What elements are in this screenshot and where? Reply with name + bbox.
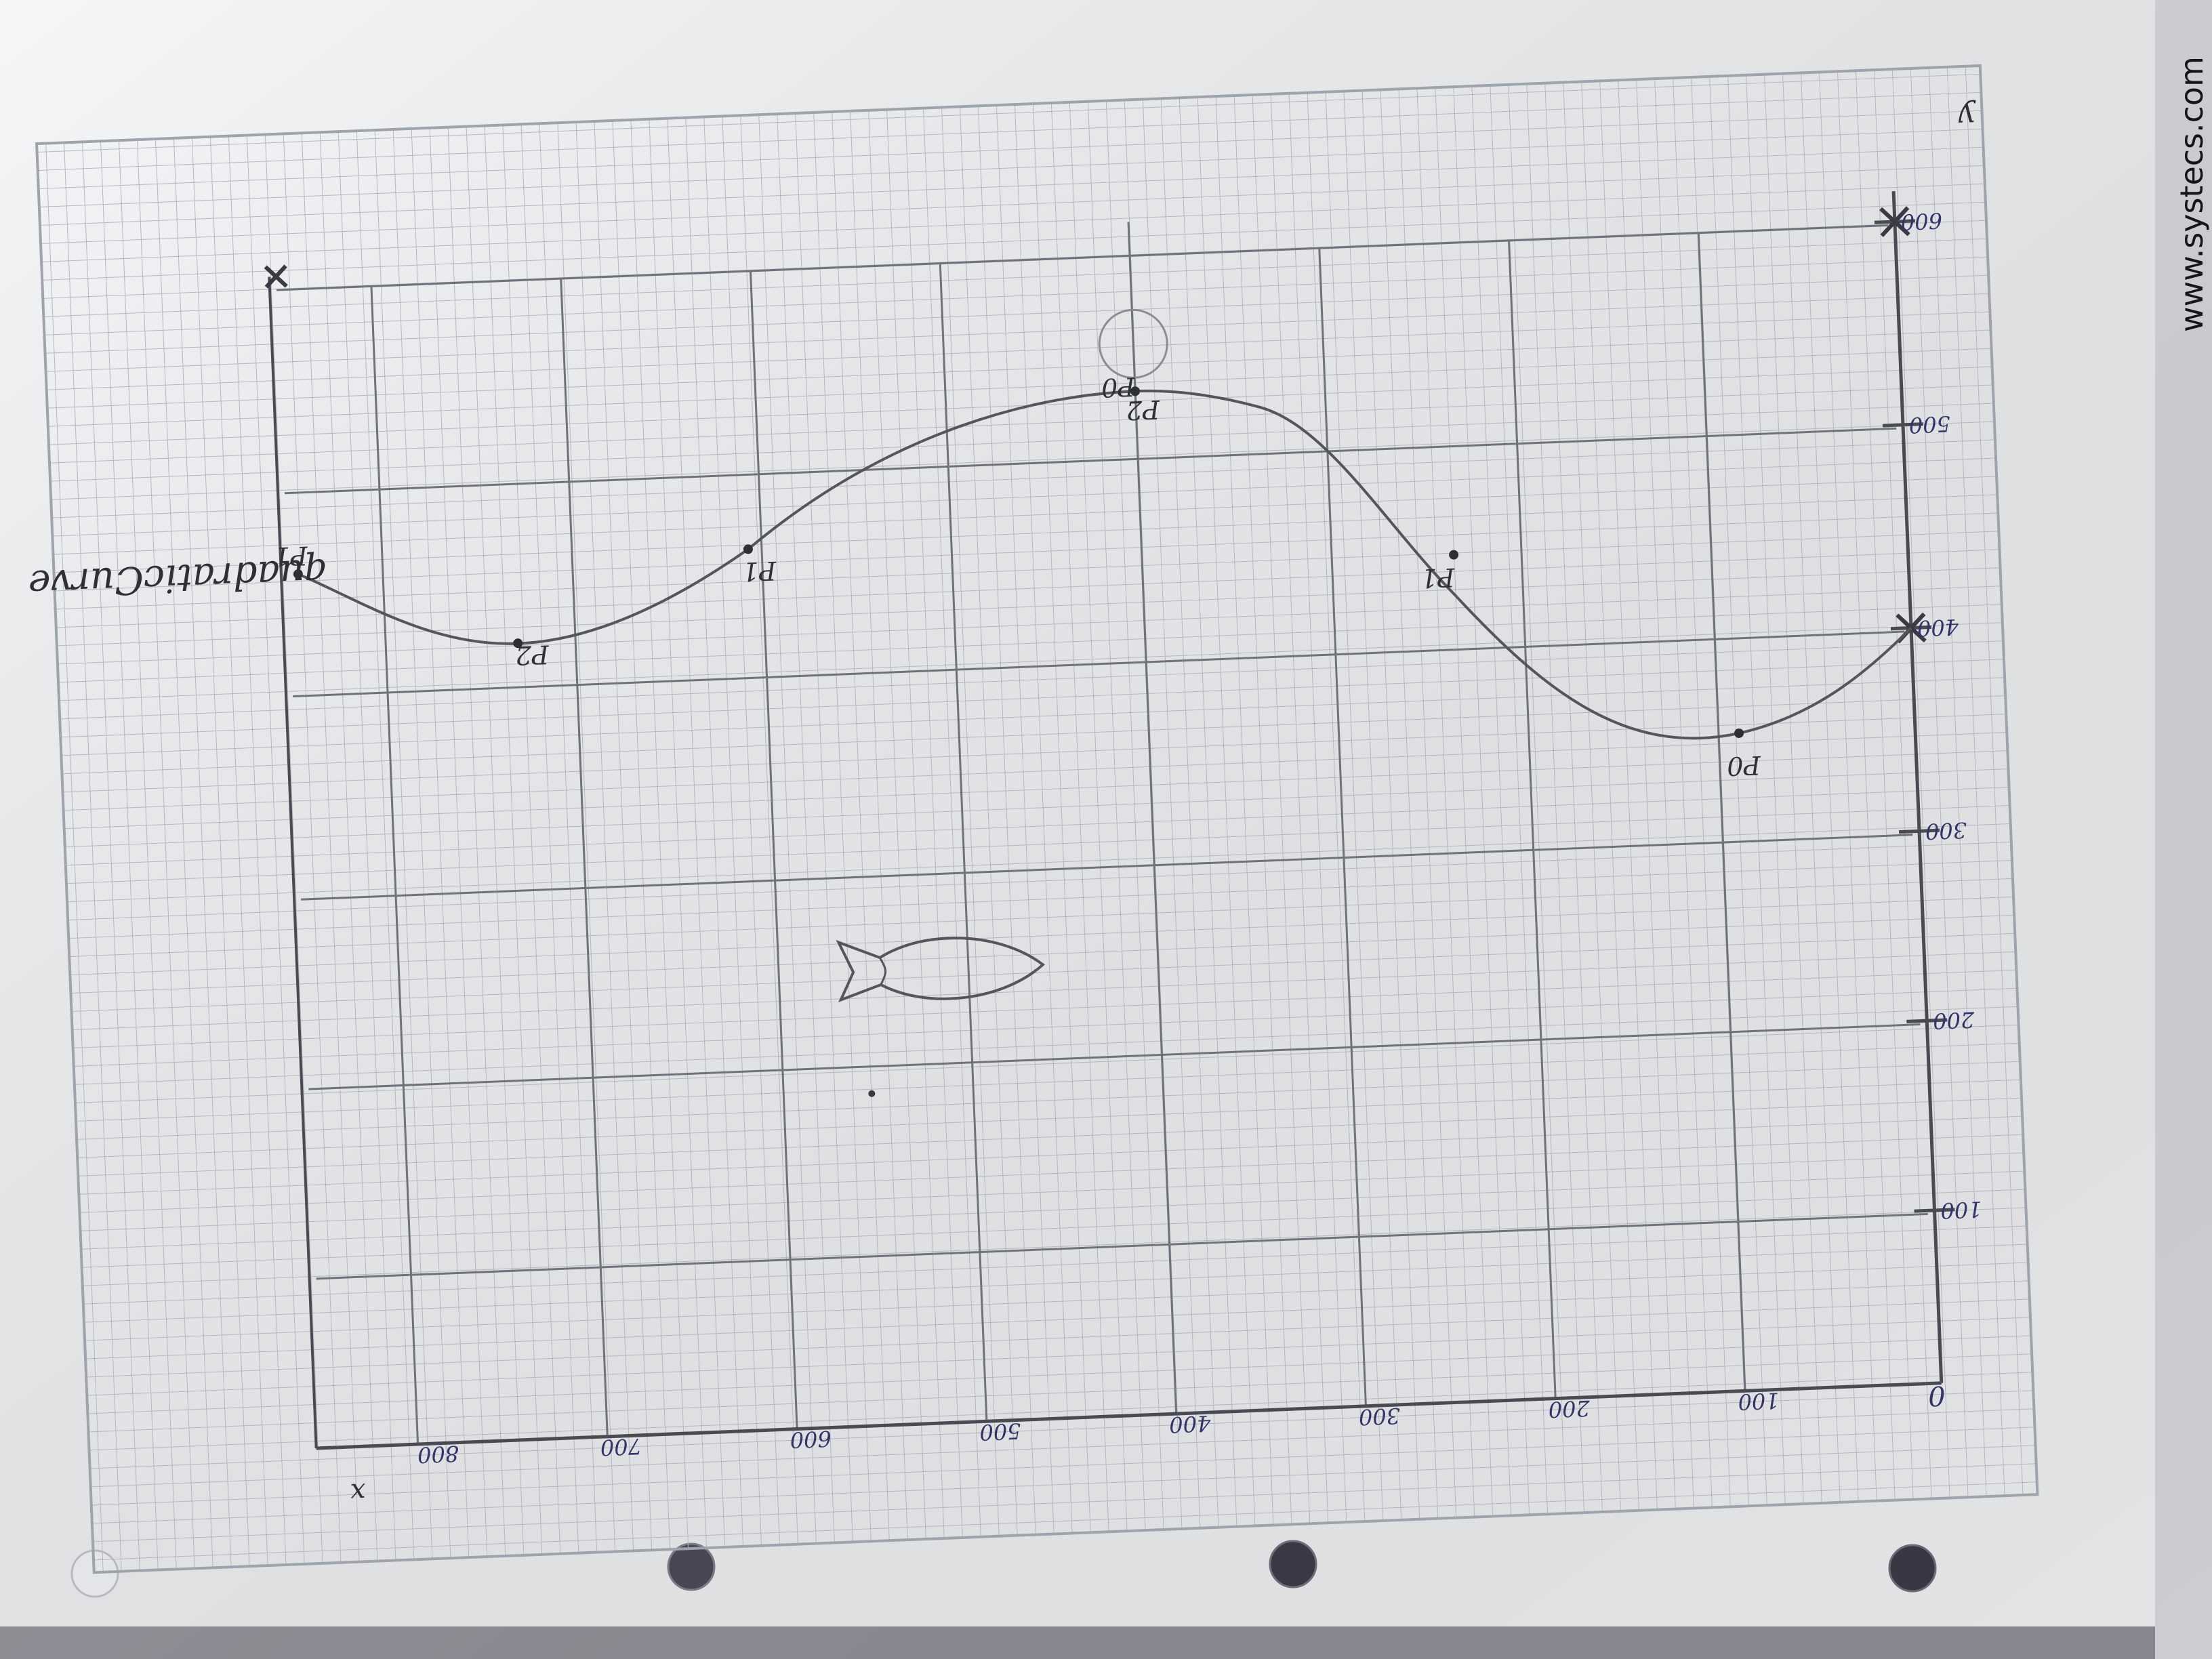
y-tick-label: 200 — [1932, 1006, 1975, 1033]
point-label: P0 — [1101, 371, 1136, 403]
x-tick-label: 400 — [1168, 1410, 1212, 1437]
x-tick-label: 700 — [600, 1433, 642, 1460]
horizontal-guides — [276, 224, 1928, 1280]
curve-point — [743, 544, 753, 554]
brand-url: www.systecs.com — [2173, 56, 2210, 332]
binder-hole — [667, 1542, 716, 1591]
binder-hole — [1888, 1544, 1937, 1593]
curve-point — [1130, 386, 1141, 396]
grid-paper — [37, 65, 2038, 1573]
vertical-guides — [370, 222, 1746, 1445]
binder-hole — [1269, 1540, 1317, 1589]
control-points — [293, 386, 1744, 738]
x-tick-label: 800 — [417, 1441, 459, 1468]
x-tick-label: 100 — [1738, 1387, 1780, 1414]
origin-label: 0 — [1927, 1380, 1946, 1412]
quadratic-curve — [298, 389, 1912, 740]
x-tick-label: 600 — [790, 1426, 832, 1453]
curve-point — [1449, 550, 1459, 560]
point-label: P0 — [1726, 750, 1761, 781]
point-label: P1 — [273, 540, 308, 571]
curve-point — [513, 638, 523, 649]
point-label: P2 — [514, 639, 550, 670]
point-label: P2 — [1126, 394, 1161, 426]
y-tick-label: 300 — [1925, 817, 1967, 844]
y-tick-label: 500 — [1908, 411, 1951, 438]
x-tick-label: 300 — [1358, 1403, 1401, 1430]
y-axis — [1891, 191, 1944, 1383]
curve-point — [1734, 728, 1744, 738]
point-label: P1 — [742, 556, 777, 587]
point-label: P1 — [1420, 562, 1456, 594]
circle-sketch — [1098, 308, 1168, 379]
x-tick-label: 200 — [1548, 1395, 1591, 1422]
y-tick-label: 600 — [1900, 207, 1943, 234]
x-axis — [316, 1381, 1942, 1450]
y-axis-label: y — [1957, 99, 1978, 134]
y-tick-label: 400 — [1917, 614, 1960, 641]
y-tick-label: 100 — [1940, 1196, 1983, 1223]
x-axis-label: x — [350, 1477, 366, 1509]
fish-doodle — [836, 937, 1046, 1003]
x-tick-label: 500 — [979, 1418, 1022, 1445]
curve-point — [293, 569, 303, 579]
grid-area: quadraticCurve 0 100 200 300 400 500 600… — [27, 64, 2039, 1574]
